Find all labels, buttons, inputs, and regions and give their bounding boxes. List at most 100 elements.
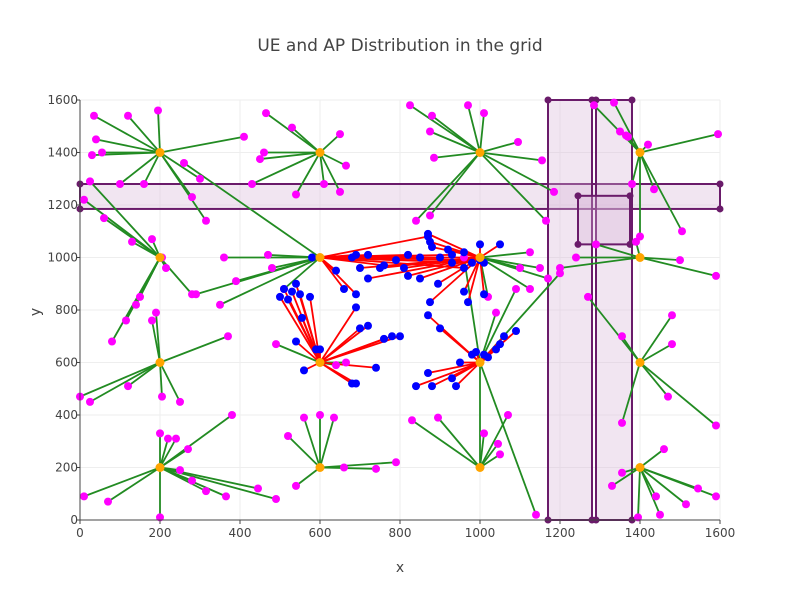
ue-marker-blue [396, 332, 404, 341]
green-link [319, 152, 325, 185]
ue-marker-green [192, 290, 200, 299]
ue-marker-green [408, 416, 416, 425]
ue-marker-green [542, 216, 550, 225]
x-axis-title: x [396, 560, 404, 576]
green-link [479, 362, 537, 516]
ue-marker-green [628, 180, 636, 188]
ap-layer [155, 148, 645, 472]
x-tick-label: 400 [229, 526, 252, 540]
ue-marker-green [162, 264, 170, 272]
green-link [467, 105, 481, 153]
ue-marker-green [682, 500, 690, 509]
x-tick-label: 1000 [465, 526, 496, 540]
ue-marker-blue [484, 353, 492, 362]
ue-marker-green [660, 445, 668, 454]
ue-marker-green [228, 411, 236, 419]
ue-marker-blue [416, 253, 424, 262]
ap-marker [475, 148, 485, 157]
green-link [143, 152, 161, 185]
ue-marker-green [156, 429, 164, 438]
ue-marker-green [644, 140, 652, 149]
ue-marker-green [712, 492, 720, 501]
ue-marker-blue [300, 366, 308, 375]
ue-marker-green [332, 361, 340, 370]
ue-marker-green [428, 111, 436, 120]
green-link [107, 466, 161, 503]
red-link [427, 233, 481, 259]
ue-marker-green [320, 180, 328, 188]
green-link [157, 110, 161, 153]
green-link [587, 296, 641, 364]
ue-marker-blue [296, 290, 304, 299]
green-link [431, 115, 481, 154]
red-link [427, 361, 481, 374]
ue-marker-blue [288, 287, 296, 296]
ue-marker-green [124, 382, 132, 391]
green-link [639, 152, 683, 232]
zone-layer [76, 96, 724, 524]
ue-marker-green [148, 235, 156, 244]
ue-marker-green [336, 130, 344, 139]
ap-marker [315, 358, 325, 367]
green-link [159, 256, 193, 295]
ue-marker-green [618, 332, 626, 341]
ue-marker-green [272, 495, 280, 503]
x-tick-label: 800 [389, 526, 412, 540]
ue-marker-blue [424, 311, 432, 320]
ue-marker-green [316, 411, 324, 419]
green-link [159, 335, 229, 364]
ue-marker-green [90, 111, 98, 120]
green-link [433, 151, 481, 159]
red-link [319, 361, 357, 385]
red-link [415, 361, 481, 387]
ue-marker-green [632, 237, 640, 246]
green-link [613, 102, 641, 153]
zone-rect [595, 99, 633, 521]
ue-marker-green [220, 253, 228, 262]
zone-corner-marker [628, 96, 636, 104]
ue-marker-blue [480, 290, 488, 299]
ue-marker-green [222, 492, 230, 501]
ue-marker-green [342, 161, 350, 170]
green-link [183, 162, 321, 259]
ue-marker-blue [352, 379, 360, 388]
ap-marker [635, 148, 645, 157]
zone-corner-marker [574, 192, 582, 200]
ap-marker [475, 463, 485, 472]
ue-marker-green [652, 492, 660, 501]
y-tick-label: 400 [55, 408, 78, 422]
ue-marker-green [284, 432, 292, 440]
ue-marker-green [80, 492, 88, 501]
ue-marker-green [512, 285, 520, 293]
ue-marker-blue [340, 285, 348, 293]
ue-marker-blue [404, 271, 412, 280]
green-link [429, 151, 481, 217]
ue-marker-green [288, 123, 296, 132]
ue-marker-green [526, 285, 534, 293]
zone-corner-marker [544, 96, 552, 104]
ue-marker-green [676, 256, 684, 265]
ue-marker-blue [404, 250, 412, 259]
green-link [159, 362, 163, 397]
ue-marker-blue [428, 382, 436, 391]
ue-marker-green [80, 195, 88, 204]
ue-marker-green [148, 316, 156, 325]
ue-marker-green [98, 148, 106, 157]
ue-marker-green [618, 418, 626, 427]
green-link [111, 257, 161, 342]
ue-marker-green [590, 101, 598, 110]
ue-marker-blue [464, 298, 472, 307]
ue-marker-green [480, 429, 488, 438]
ue-marker-green [292, 481, 300, 490]
ue-marker-blue [436, 324, 444, 333]
ue-marker-green [656, 510, 664, 519]
green-link [479, 151, 555, 193]
ap-marker [635, 253, 645, 262]
ap-marker [315, 253, 325, 262]
green-link [319, 461, 397, 469]
ue-marker-green [224, 332, 232, 341]
green-link [159, 438, 177, 468]
green-link [303, 417, 321, 468]
ue-marker-blue [372, 363, 380, 372]
